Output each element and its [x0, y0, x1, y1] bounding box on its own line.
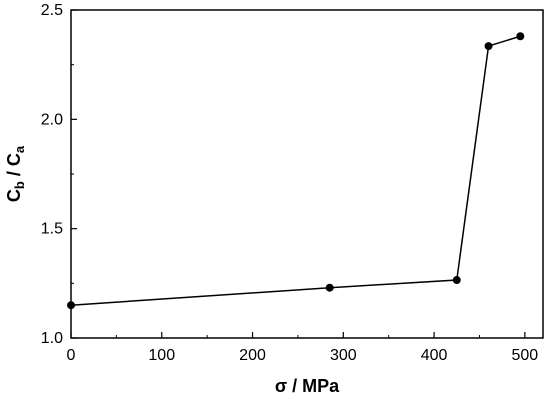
data-point — [516, 32, 525, 41]
x-axis-title: σ / MPa — [275, 376, 340, 396]
y-axis-title-c1: C — [4, 189, 24, 202]
y-tick-label-2.5: 2.5 — [41, 2, 63, 19]
data-point — [325, 283, 334, 292]
x-tick-label-300: 300 — [330, 347, 357, 364]
series-line-0 — [70, 35, 521, 306]
y-tick-label-1.0: 1.0 — [41, 330, 63, 347]
y-axis-title-subscript-a: a — [12, 145, 27, 153]
y-axis-title-c2: C — [4, 153, 24, 166]
x-tick-label-500: 500 — [511, 347, 538, 364]
y-axis-title-subscript-b: b — [12, 181, 27, 189]
series-layer — [67, 32, 525, 310]
data-point — [67, 301, 75, 310]
x-tick-label-100: 100 — [148, 347, 175, 364]
x-tick-label-400: 400 — [421, 347, 448, 364]
y-axis-title-separator: / — [4, 166, 24, 181]
x-axis-ticks — [70, 332, 526, 338]
y-axis-ticks — [71, 9, 77, 339]
y-axis-title: Cb / Ca — [4, 145, 27, 202]
x-tick-label-0: 0 — [67, 347, 76, 364]
y-tick-label-1.5: 1.5 — [41, 221, 63, 238]
x-tick-label-200: 200 — [239, 347, 266, 364]
data-point — [484, 42, 493, 51]
data-point — [452, 276, 461, 285]
y-axis-tick-labels: 1.0 1.5 2.0 2.5 — [41, 2, 63, 347]
y-tick-label-2.0: 2.0 — [41, 111, 63, 128]
x-axis-tick-labels: 0 100 200 300 400 500 — [67, 347, 539, 364]
